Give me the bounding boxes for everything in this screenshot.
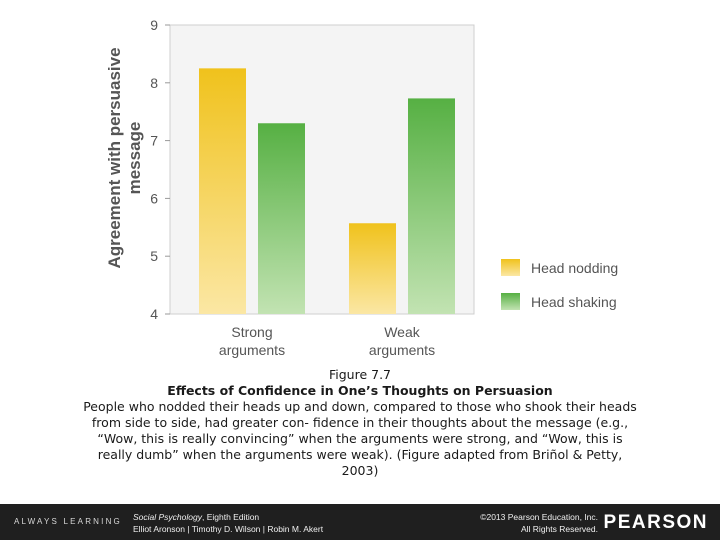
caption-line: 2003): [341, 463, 379, 478]
pearson-logo: PEARSON: [603, 512, 708, 533]
legend-label: Head nodding: [531, 260, 618, 276]
y-tick-label: 4: [150, 306, 158, 322]
y-tick-label: 8: [150, 75, 158, 91]
bars: [199, 68, 455, 314]
y-tick-label: 6: [150, 190, 158, 206]
x-tick-label: Weak arguments: [369, 324, 435, 358]
footer-bar: ALWAYS LEARNING Social Psychology, Eight…: [0, 504, 720, 540]
x-tick-label-line: Strong: [231, 324, 272, 340]
copyright-line-1: ©2013 Pearson Education, Inc.: [480, 512, 598, 522]
legend-label: Head shaking: [531, 294, 617, 310]
x-tick-label-line: Weak: [384, 324, 421, 340]
copyright-line-2: All Rights Reserved.: [520, 524, 598, 534]
figure-number: Figure 7.7: [328, 367, 392, 382]
y-axis-label: Agreement with persuasivemessage: [105, 47, 144, 268]
y-axis-label-line: message: [125, 122, 144, 195]
y-axis-label-line: Agreement with persuasive: [105, 47, 124, 268]
book-title: Social Psychology: [133, 512, 202, 522]
bar: [258, 123, 305, 314]
footer-tagline: ALWAYS LEARNING: [14, 517, 122, 526]
x-tick-label: Strong arguments: [219, 324, 285, 358]
footer-book-info: Social Psychology, Eighth Edition Elliot…: [133, 511, 323, 535]
book-edition: , Eighth Edition: [201, 512, 260, 522]
caption-line: from side to side, had greater con- fide…: [91, 415, 629, 430]
x-tick-label-line: arguments: [219, 342, 285, 358]
x-tick-label-line: arguments: [369, 342, 435, 358]
caption-line: really dumb” when the arguments were wea…: [97, 447, 623, 462]
caption-line: People who nodded their heads up and dow…: [83, 399, 637, 414]
legend-swatch: [501, 259, 520, 276]
x-axis: Strong arguments Weak arguments: [219, 324, 435, 358]
figure-title: Effects of Confidence in One’s Thoughts …: [167, 383, 553, 398]
bar-chart: Agreement with persuasivemessage 456789 …: [105, 17, 618, 358]
y-axis-title: Agreement with persuasivemessage: [105, 47, 144, 268]
y-axis: 4 5 6 7 8 9: [150, 17, 170, 322]
y-tick-label: 9: [150, 17, 158, 33]
legend-swatch: [501, 293, 520, 310]
footer-copyright: ©2013 Pearson Education, Inc. All Rights…: [480, 511, 598, 535]
bar: [199, 68, 246, 314]
figure-caption: Figure 7.7 Effects of Confidence in One’…: [30, 367, 690, 479]
y-tick-label: 5: [150, 248, 158, 264]
bar: [349, 223, 396, 314]
y-tick-label: 7: [150, 133, 158, 149]
caption-line: “Wow, this is really convincing” when th…: [97, 431, 623, 446]
bar: [408, 98, 455, 314]
book-authors: Elliot Aronson | Timothy D. Wilson | Rob…: [133, 524, 324, 534]
legend: Head nodding Head shaking: [501, 259, 618, 310]
